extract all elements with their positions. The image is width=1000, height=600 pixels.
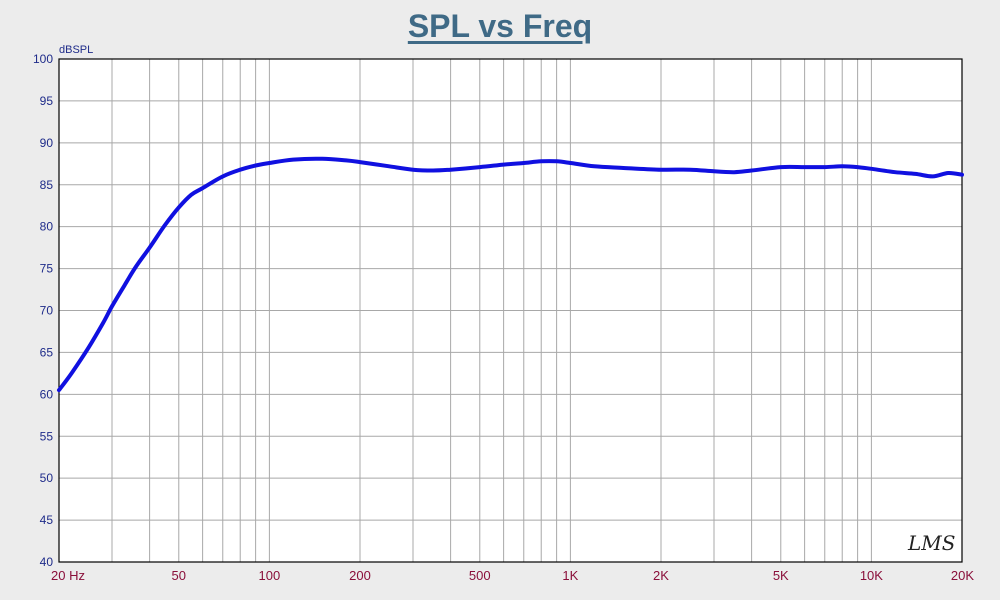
lms-watermark: LMS (907, 531, 955, 555)
x-tick-label: 1K (562, 568, 578, 583)
spl-series-line (57, 156, 964, 393)
x-tick-label: 2K (653, 568, 669, 583)
y-tick-label: 50 (40, 471, 54, 485)
y-tick-label: 95 (40, 94, 54, 108)
plot-area-border (58, 58, 963, 563)
grid-lines (59, 58, 962, 563)
x-tick-label: 500 (469, 568, 491, 583)
y-tick-label: 85 (40, 178, 54, 192)
x-tick-label: 100 (259, 568, 281, 583)
y-tick-label: 70 (40, 304, 54, 318)
y-tick-label: 65 (40, 345, 54, 359)
x-tick-label: 200 (349, 568, 371, 583)
x-tick-label: 50 (172, 568, 186, 583)
x-tick-label: 5K (773, 568, 789, 583)
y-tick-label: 45 (40, 513, 54, 527)
y-tick-label: 55 (40, 429, 54, 443)
y-tick-label: 40 (40, 555, 54, 569)
x-tick-label: 20 Hz (51, 568, 85, 583)
y-tick-labels: 40 45 50 55 60 65 70 75 80 85 90 95 100 (33, 52, 53, 569)
y-tick-label: 80 (40, 220, 54, 234)
y-tick-label: 75 (40, 262, 54, 276)
y-axis-label: dBSPL (59, 44, 93, 56)
x-tick-labels: 20 Hz 50 100 200 500 1K 2K 5K 10K 20K (51, 568, 974, 583)
y-tick-label: 100 (33, 52, 53, 66)
chart-title: SPL vs Freq (407, 8, 593, 44)
x-tick-label: 10K (860, 568, 883, 583)
y-tick-label: 60 (40, 387, 54, 401)
x-tick-label: 20K (951, 568, 974, 583)
y-tick-label: 90 (40, 136, 54, 150)
series-layer (57, 156, 964, 393)
